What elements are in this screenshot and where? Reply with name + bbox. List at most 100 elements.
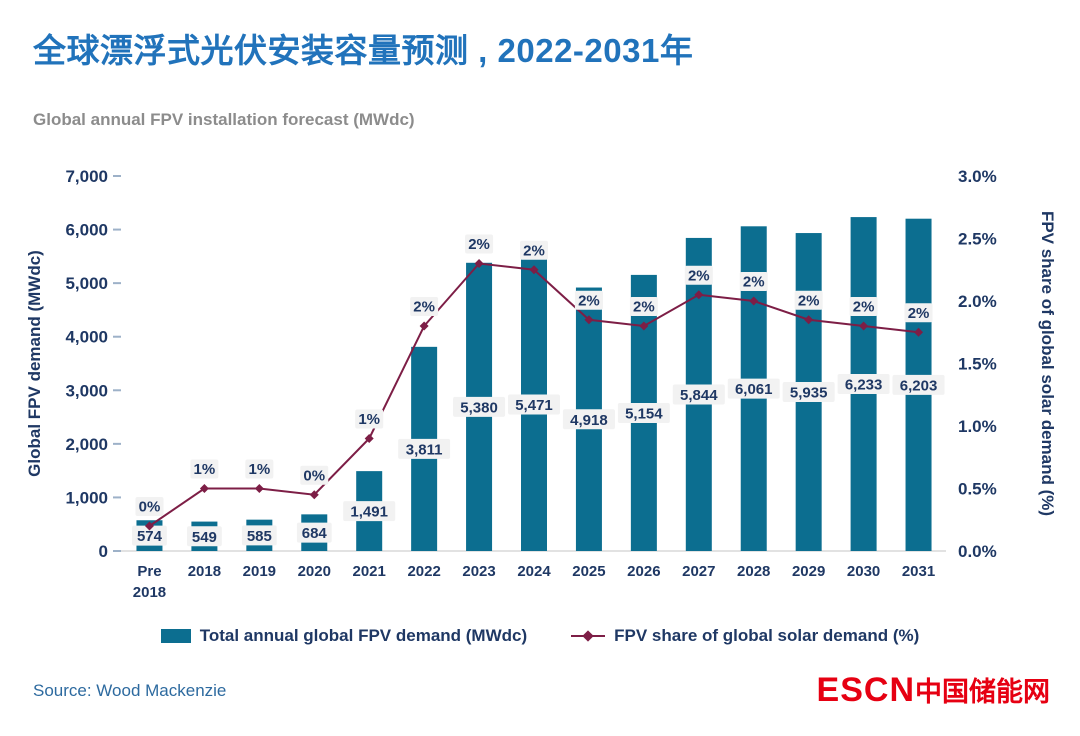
bar-value-label: 6,203 bbox=[900, 377, 938, 394]
bar-value-label: 549 bbox=[192, 529, 217, 546]
bar-label-bg bbox=[727, 378, 780, 399]
line-marker bbox=[529, 265, 539, 275]
left-tick-label: 2,000 bbox=[65, 435, 108, 454]
bar-label-bg bbox=[398, 438, 451, 459]
source-note: Source: Wood Mackenzie bbox=[33, 681, 227, 700]
left-tick-label: 6,000 bbox=[65, 221, 108, 240]
x-tick-label: 2024 bbox=[517, 563, 551, 580]
legend-label-bars: Total annual global FPV demand (MWdc) bbox=[199, 626, 528, 645]
line-marker bbox=[199, 484, 209, 493]
x-tick-label: 2029 bbox=[792, 563, 825, 580]
pct-label: 0% bbox=[139, 499, 161, 516]
bar-value-label: 3,811 bbox=[406, 441, 443, 458]
pct-label-bg bbox=[794, 290, 823, 310]
pct-label: 2% bbox=[578, 292, 600, 309]
bar-value-label: 574 bbox=[137, 528, 163, 545]
x-tick-label: 2020 bbox=[298, 563, 331, 580]
line-marker bbox=[309, 490, 319, 500]
pct-label-bg bbox=[849, 297, 878, 316]
x-tick-label: 2028 bbox=[737, 563, 770, 580]
bar-value-label: 5,471 bbox=[515, 397, 553, 414]
bar-value-label: 5,844 bbox=[680, 387, 718, 404]
line-marker bbox=[364, 434, 374, 443]
fpv-forecast-chart: 0 1,000 2,000 3,000 4,000 5,000 6,000 7,000 0.0%… bbox=[0, 150, 1080, 620]
bar-label-bg bbox=[187, 526, 222, 547]
pct-label: 1% bbox=[358, 411, 380, 428]
pct-label: 2% bbox=[413, 299, 435, 316]
line-marker bbox=[694, 290, 704, 300]
pct-label-bg bbox=[355, 409, 384, 429]
x-tick-label: 2018 bbox=[133, 584, 166, 601]
left-tick-label: 0 bbox=[99, 542, 108, 561]
left-tick-label: 4,000 bbox=[65, 328, 108, 347]
x-tick-label: 2027 bbox=[682, 563, 715, 580]
chart-subtitle: Global annual FPV installation forecast … bbox=[33, 110, 415, 129]
x-tick-label: Pre bbox=[137, 563, 161, 580]
line-marker bbox=[859, 321, 869, 331]
x-tick-label: 2031 bbox=[902, 563, 935, 580]
pct-label-bg bbox=[190, 459, 219, 479]
bar-label-bg bbox=[508, 394, 560, 415]
x-tick-label: 2025 bbox=[572, 563, 605, 580]
right-tick-label: 2.5% bbox=[958, 230, 997, 249]
bar-label-bg bbox=[892, 374, 945, 395]
pct-label: 2% bbox=[853, 299, 875, 316]
legend-label-line: FPV share of global solar demand (%) bbox=[614, 626, 920, 645]
bar-value-label: 5,380 bbox=[460, 399, 498, 416]
bar-label-bg bbox=[782, 382, 835, 403]
right-tick-label: 2.0% bbox=[958, 292, 997, 311]
chart-canvas: 0 1,000 2,000 3,000 4,000 5,000 6,000 7,000 0.0%… bbox=[25, 167, 1057, 601]
bar-value-label: 6,061 bbox=[735, 381, 773, 398]
bar-value-label: 585 bbox=[247, 528, 272, 545]
legend-item-line: FPV share of global solar demand (%) bbox=[571, 626, 919, 646]
x-tick-label: 2018 bbox=[188, 563, 221, 580]
pct-label: 1% bbox=[194, 461, 216, 478]
bar-value-label: 684 bbox=[302, 525, 328, 542]
bar-label-bg bbox=[562, 409, 615, 430]
diamond-marker-icon bbox=[582, 630, 594, 642]
bar-label-bg bbox=[617, 402, 670, 423]
x-tick-label: 2023 bbox=[462, 563, 495, 580]
line-marker bbox=[584, 315, 594, 325]
line-marker bbox=[749, 296, 759, 306]
pct-label-bg bbox=[629, 297, 658, 316]
left-tick-label: 5,000 bbox=[65, 274, 108, 293]
pct-label-bg bbox=[684, 265, 713, 285]
logo-text-cn: 中国储能网 bbox=[915, 677, 1050, 707]
pct-label-bg bbox=[300, 465, 329, 485]
right-axis-title: FPV share of global solar demand (%) bbox=[1038, 211, 1057, 516]
line-marker bbox=[804, 315, 814, 325]
right-tick-label: 0.0% bbox=[958, 542, 997, 561]
x-tick-label: 2019 bbox=[243, 563, 276, 580]
pct-label: 2% bbox=[743, 274, 765, 291]
left-tick-label: 7,000 bbox=[65, 167, 108, 186]
pct-label: 2% bbox=[688, 267, 710, 284]
line-swatch-icon bbox=[571, 629, 606, 643]
x-tick-label: 2022 bbox=[407, 563, 440, 580]
left-tick-label: 1,000 bbox=[65, 488, 108, 507]
line-marker bbox=[474, 259, 484, 268]
pct-label-bg bbox=[739, 272, 768, 291]
line-marker bbox=[254, 484, 264, 493]
bar-value-label: 5,154 bbox=[625, 405, 663, 422]
pct-label-bg bbox=[520, 240, 548, 260]
bar-value-label: 4,918 bbox=[570, 412, 608, 429]
pct-label: 2% bbox=[798, 292, 820, 309]
left-axis-title: Global FPV demand (MWdc) bbox=[25, 250, 44, 477]
bar-label-bg bbox=[672, 384, 725, 405]
bar-label-bg bbox=[837, 374, 890, 395]
pct-label: 2% bbox=[633, 299, 655, 316]
pct-label-bg bbox=[410, 297, 439, 316]
logo-text-en: ESCN bbox=[816, 671, 915, 709]
pct-label-bg bbox=[465, 234, 494, 254]
pct-label: 2% bbox=[523, 242, 545, 259]
line-marker bbox=[419, 321, 429, 331]
pct-label-bg bbox=[904, 303, 933, 323]
right-tick-label: 0.5% bbox=[958, 480, 997, 499]
bar-label-bg bbox=[241, 525, 277, 546]
pct-label: 2% bbox=[468, 236, 490, 253]
bar-value-label: 6,233 bbox=[845, 377, 883, 394]
bar-value-label: 5,935 bbox=[790, 385, 828, 402]
bar-swatch-icon bbox=[160, 629, 191, 643]
bar-label-bg bbox=[296, 522, 332, 543]
